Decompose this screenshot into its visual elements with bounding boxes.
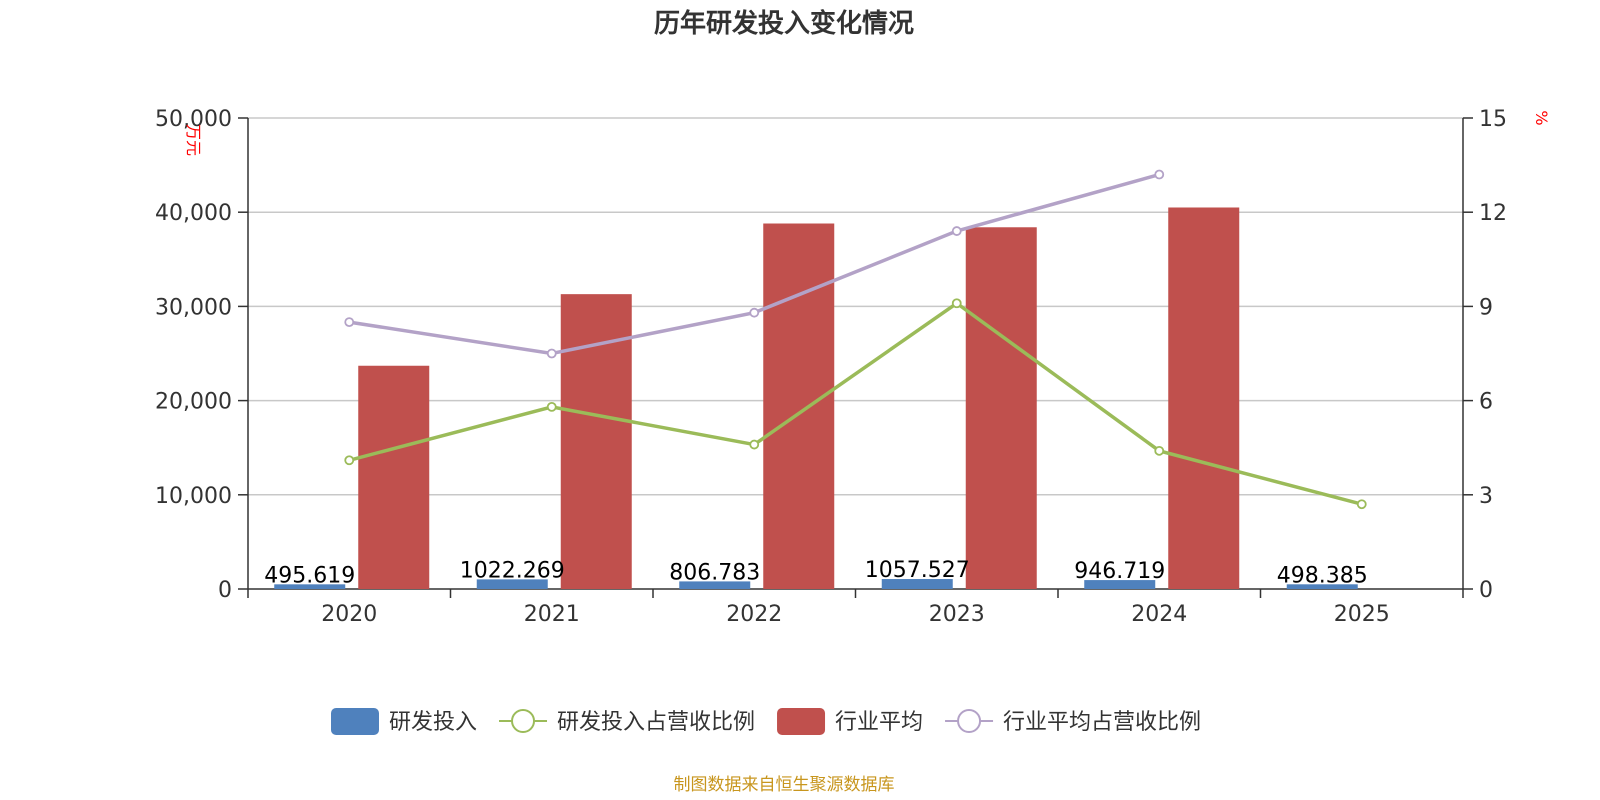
bar-industry-average xyxy=(358,365,430,589)
x-axis-tick-label: 2020 xyxy=(321,602,377,627)
x-axis-tick-label: 2022 xyxy=(726,602,782,627)
source-note: 制图数据来自恒生聚源数据库 xyxy=(674,775,895,795)
right-axis-tick-label: 6 xyxy=(1479,390,1493,415)
right-axis-unit: % xyxy=(1532,110,1551,125)
industry-ratio-point xyxy=(749,307,760,318)
bar-rd-investment xyxy=(881,579,953,589)
right-axis-tick-label: 15 xyxy=(1479,107,1507,132)
bar-value-label: 1022.269 xyxy=(460,558,565,583)
legend-label: 研发投入 xyxy=(389,710,477,735)
rd-ratio-point xyxy=(344,455,355,466)
bar-rd-investment xyxy=(476,579,548,589)
industry-ratio-point xyxy=(344,317,355,328)
data-labels: 495.619 1022.269 806.783 1057.527 946.719 498… xyxy=(264,558,1367,588)
bar-rd-investment xyxy=(1084,580,1156,589)
left-axis-tick-label: 20,000 xyxy=(155,390,232,415)
x-axis-tick-label: 2024 xyxy=(1131,602,1187,627)
legend-swatch xyxy=(331,708,379,735)
rd-ratio-line xyxy=(348,301,1363,506)
bar-value-label: 1057.527 xyxy=(865,558,970,583)
bar-rd-investment xyxy=(679,581,751,589)
bar-industry-average xyxy=(965,227,1037,589)
legend-label: 行业平均占营收比例 xyxy=(1003,710,1201,735)
bars xyxy=(274,207,1358,590)
rd-ratio-point xyxy=(951,298,962,309)
left-axis-unit: 万元 xyxy=(184,124,203,156)
bar-rd-investment xyxy=(274,584,346,589)
legend-swatch xyxy=(777,708,826,735)
left-axis-tick-label: 50,000 xyxy=(155,107,232,132)
right-axis-tick-label: 12 xyxy=(1479,201,1507,226)
axes: 0 10,000 20,000 30,000 40,000 50,000 0 3 6 9 12 15 2… xyxy=(155,107,1551,627)
x-axis-tick-label: 2025 xyxy=(1334,602,1390,627)
legend: 研发投入 研发投入占营收比例 行业平均 行业平均占营收比例 xyxy=(331,708,1201,735)
chart-title: 历年研发投入变化情况 xyxy=(654,8,914,39)
bar-value-label: 946.719 xyxy=(1074,559,1165,584)
rd-ratio-point xyxy=(749,439,760,450)
industry-ratio-point xyxy=(1154,169,1165,180)
x-axis-tick-label: 2023 xyxy=(929,602,985,627)
industry-ratio-point xyxy=(951,226,962,236)
left-axis-tick-label: 40,000 xyxy=(155,201,232,226)
bar-industry-average xyxy=(763,223,835,589)
legend-label: 研发投入占营收比例 xyxy=(557,710,755,735)
rd-ratio-point xyxy=(546,401,557,412)
left-axis-tick-label: 10,000 xyxy=(155,484,232,509)
left-axis-tick-label: 30,000 xyxy=(155,295,232,320)
legend-swatch-marker xyxy=(511,709,536,733)
bar-value-label: 498.385 xyxy=(1277,563,1368,588)
industry-ratio-line xyxy=(348,172,1160,356)
legend-label: 行业平均 xyxy=(835,710,923,735)
right-axis-tick-label: 3 xyxy=(1479,484,1493,509)
bar-value-label: 495.619 xyxy=(264,563,355,588)
legend-swatch-marker xyxy=(957,709,982,733)
grid-lines xyxy=(248,117,1463,496)
rd-ratio-point xyxy=(1154,445,1165,456)
right-axis-tick-label: 9 xyxy=(1479,295,1493,320)
x-axis-tick-label: 2021 xyxy=(524,602,580,627)
left-axis-tick-label: 0 xyxy=(218,578,232,603)
bar-industry-average xyxy=(1168,207,1240,590)
right-axis-tick-label: 0 xyxy=(1479,578,1493,603)
rd-ratio-point xyxy=(1356,499,1367,510)
bar-rd-investment xyxy=(1286,584,1358,589)
bar-value-label: 806.783 xyxy=(669,560,760,585)
lines xyxy=(344,169,1367,510)
industry-ratio-point xyxy=(546,348,557,359)
